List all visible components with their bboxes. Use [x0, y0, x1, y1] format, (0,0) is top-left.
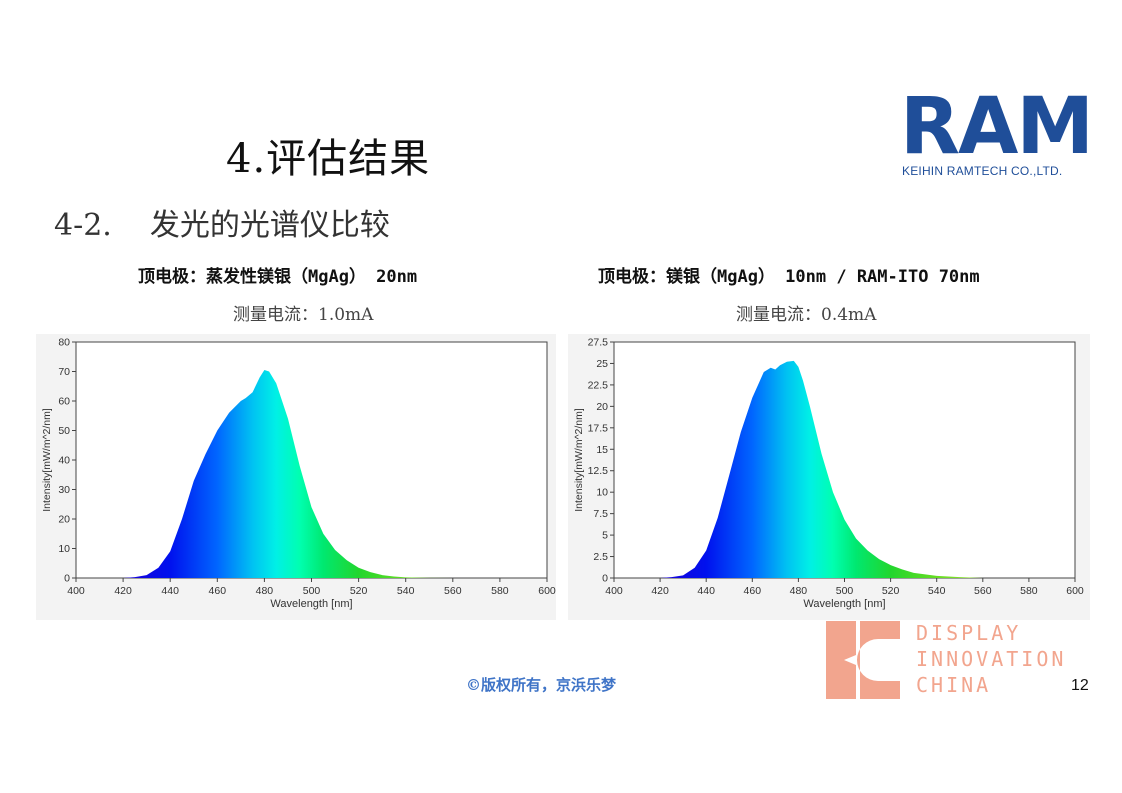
y-tick-label: 0 — [602, 573, 608, 585]
right-panel-current: 测量电流：0.4mA — [736, 305, 877, 325]
y-tick-label: 20 — [58, 514, 70, 526]
dic-logo-text: DISPLAY INNOVATION CHINA — [916, 620, 1066, 698]
right-spectrum-chart: 400 420 440 460 480 500 520 540 560 580 600 0 2.5 5 7.… — [568, 334, 1090, 620]
y-tick-label: 12.5 — [588, 465, 609, 477]
left-spectrum-chart: 400 420 440 460 480 500 520 540 560 580 600 0 10 20 30… — [36, 334, 556, 620]
section-subtitle: 4-2. 发光的光谱仪比较 — [54, 200, 390, 244]
x-axis-label: Wavelength [nm] — [270, 598, 352, 610]
slide-title: 4.评估结果 — [226, 136, 431, 182]
x-tick-label: 460 — [209, 585, 227, 597]
y-tick-label: 60 — [58, 396, 70, 408]
y-tick-label: 50 — [58, 425, 70, 437]
section-title: 发光的光谱仪比较 — [149, 208, 390, 243]
x-tick-label: 560 — [444, 585, 462, 597]
y-tick-label: 7.5 — [593, 508, 608, 520]
x-tick-label: 500 — [303, 585, 321, 597]
x-tick-label: 580 — [491, 585, 509, 597]
y-tick-label: 30 — [58, 484, 70, 496]
x-tick-label: 420 — [651, 585, 669, 597]
x-tick-label: 560 — [974, 585, 992, 597]
x-tick-label: 480 — [256, 585, 274, 597]
x-tick-label: 440 — [161, 585, 179, 597]
x-tick-label: 460 — [744, 585, 762, 597]
right-panel-heading: 顶电极：镁银（MgAg） 10nm / RAM-ITO 70nm — [598, 267, 980, 287]
x-tick-label: 400 — [67, 585, 85, 597]
y-tick-label: 5 — [602, 530, 608, 542]
left-panel-heading: 顶电极：蒸发性镁银（MgAg） 20nm — [138, 267, 418, 287]
x-tick-label: 400 — [605, 585, 623, 597]
y-tick-label: 40 — [58, 455, 70, 467]
y-tick-label: 15 — [596, 444, 608, 456]
x-tick-label: 480 — [790, 585, 808, 597]
y-axis-label: Intensity[mW/m^2/nm] — [41, 408, 53, 512]
y-tick-label: 80 — [58, 337, 70, 349]
spectrum-area — [76, 370, 547, 578]
x-tick-label: 500 — [836, 585, 854, 597]
x-tick-label: 540 — [397, 585, 415, 597]
y-tick-label: 70 — [58, 366, 70, 378]
x-tick-label: 440 — [697, 585, 715, 597]
brand-line-2: INNOVATION — [916, 647, 1067, 671]
x-axis-label: Wavelength [nm] — [803, 598, 885, 610]
x-tick-label: 540 — [928, 585, 946, 597]
y-tick-label: 2.5 — [593, 551, 608, 563]
spectrum-area — [614, 360, 1075, 578]
y-tick-label: 0 — [64, 573, 70, 585]
ram-logo: RAM KEIHIN RAMTECH CO.,LTD. — [898, 88, 1098, 188]
page-number: 12 — [1071, 677, 1089, 694]
x-tick-label: 420 — [114, 585, 132, 597]
x-tick-label: 600 — [538, 585, 556, 597]
brand-line-1: DISPLAY — [916, 621, 1022, 645]
y-tick-label: 22.5 — [588, 379, 609, 391]
logo-wordmark: RAM — [900, 82, 1094, 172]
x-tick-label: 520 — [350, 585, 368, 597]
y-tick-label: 20 — [596, 401, 608, 413]
y-tick-label: 17.5 — [588, 422, 609, 434]
y-tick-label: 10 — [58, 543, 70, 555]
x-tick-label: 600 — [1066, 585, 1084, 597]
y-axis-label: Intensity[mW/m^2/nm] — [573, 408, 585, 512]
y-tick-label: 10 — [596, 487, 608, 499]
logo-company-name: KEIHIN RAMTECH CO.,LTD. — [902, 164, 1063, 178]
x-tick-label: 520 — [882, 585, 900, 597]
x-tick-label: 580 — [1020, 585, 1038, 597]
left-panel-current: 测量电流：1.0mA — [233, 305, 374, 325]
copyright-text: ©版权所有，京浜乐梦 — [466, 676, 617, 694]
y-tick-label: 27.5 — [588, 337, 609, 349]
section-number: 4-2. — [54, 208, 112, 243]
y-tick-label: 25 — [596, 358, 608, 370]
brand-line-3: CHINA — [916, 673, 992, 697]
dic-logo-mark — [826, 621, 900, 699]
